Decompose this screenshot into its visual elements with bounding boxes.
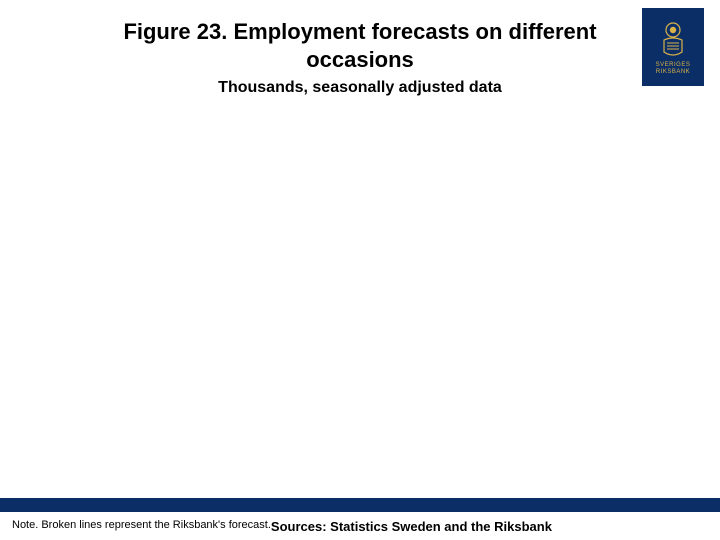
logo-text: SVERIGES RIKSBANK <box>656 62 691 75</box>
figure-subtitle: Thousands, seasonally adjusted data <box>0 79 720 97</box>
footer-sources: Sources: Statistics Sweden and the Riksb… <box>271 519 552 534</box>
riksbank-crest-icon <box>656 18 690 60</box>
figure-title: Figure 23. Employment forecasts on diffe… <box>90 18 630 73</box>
title-block: Figure 23. Employment forecasts on diffe… <box>0 0 720 97</box>
footer-note: Note. Broken lines represent the Riksban… <box>12 519 271 534</box>
footer-text: Note. Broken lines represent the Riksban… <box>12 519 712 534</box>
logo-text-line2: RIKSBANK <box>656 69 691 76</box>
footer-bar <box>0 498 720 512</box>
riksbank-logo: SVERIGES RIKSBANK <box>642 8 704 86</box>
logo-text-line1: SVERIGES <box>656 62 691 69</box>
chart-area <box>40 120 680 470</box>
slide: SVERIGES RIKSBANK Figure 23. Employment … <box>0 0 720 540</box>
header: SVERIGES RIKSBANK Figure 23. Employment … <box>0 0 720 97</box>
